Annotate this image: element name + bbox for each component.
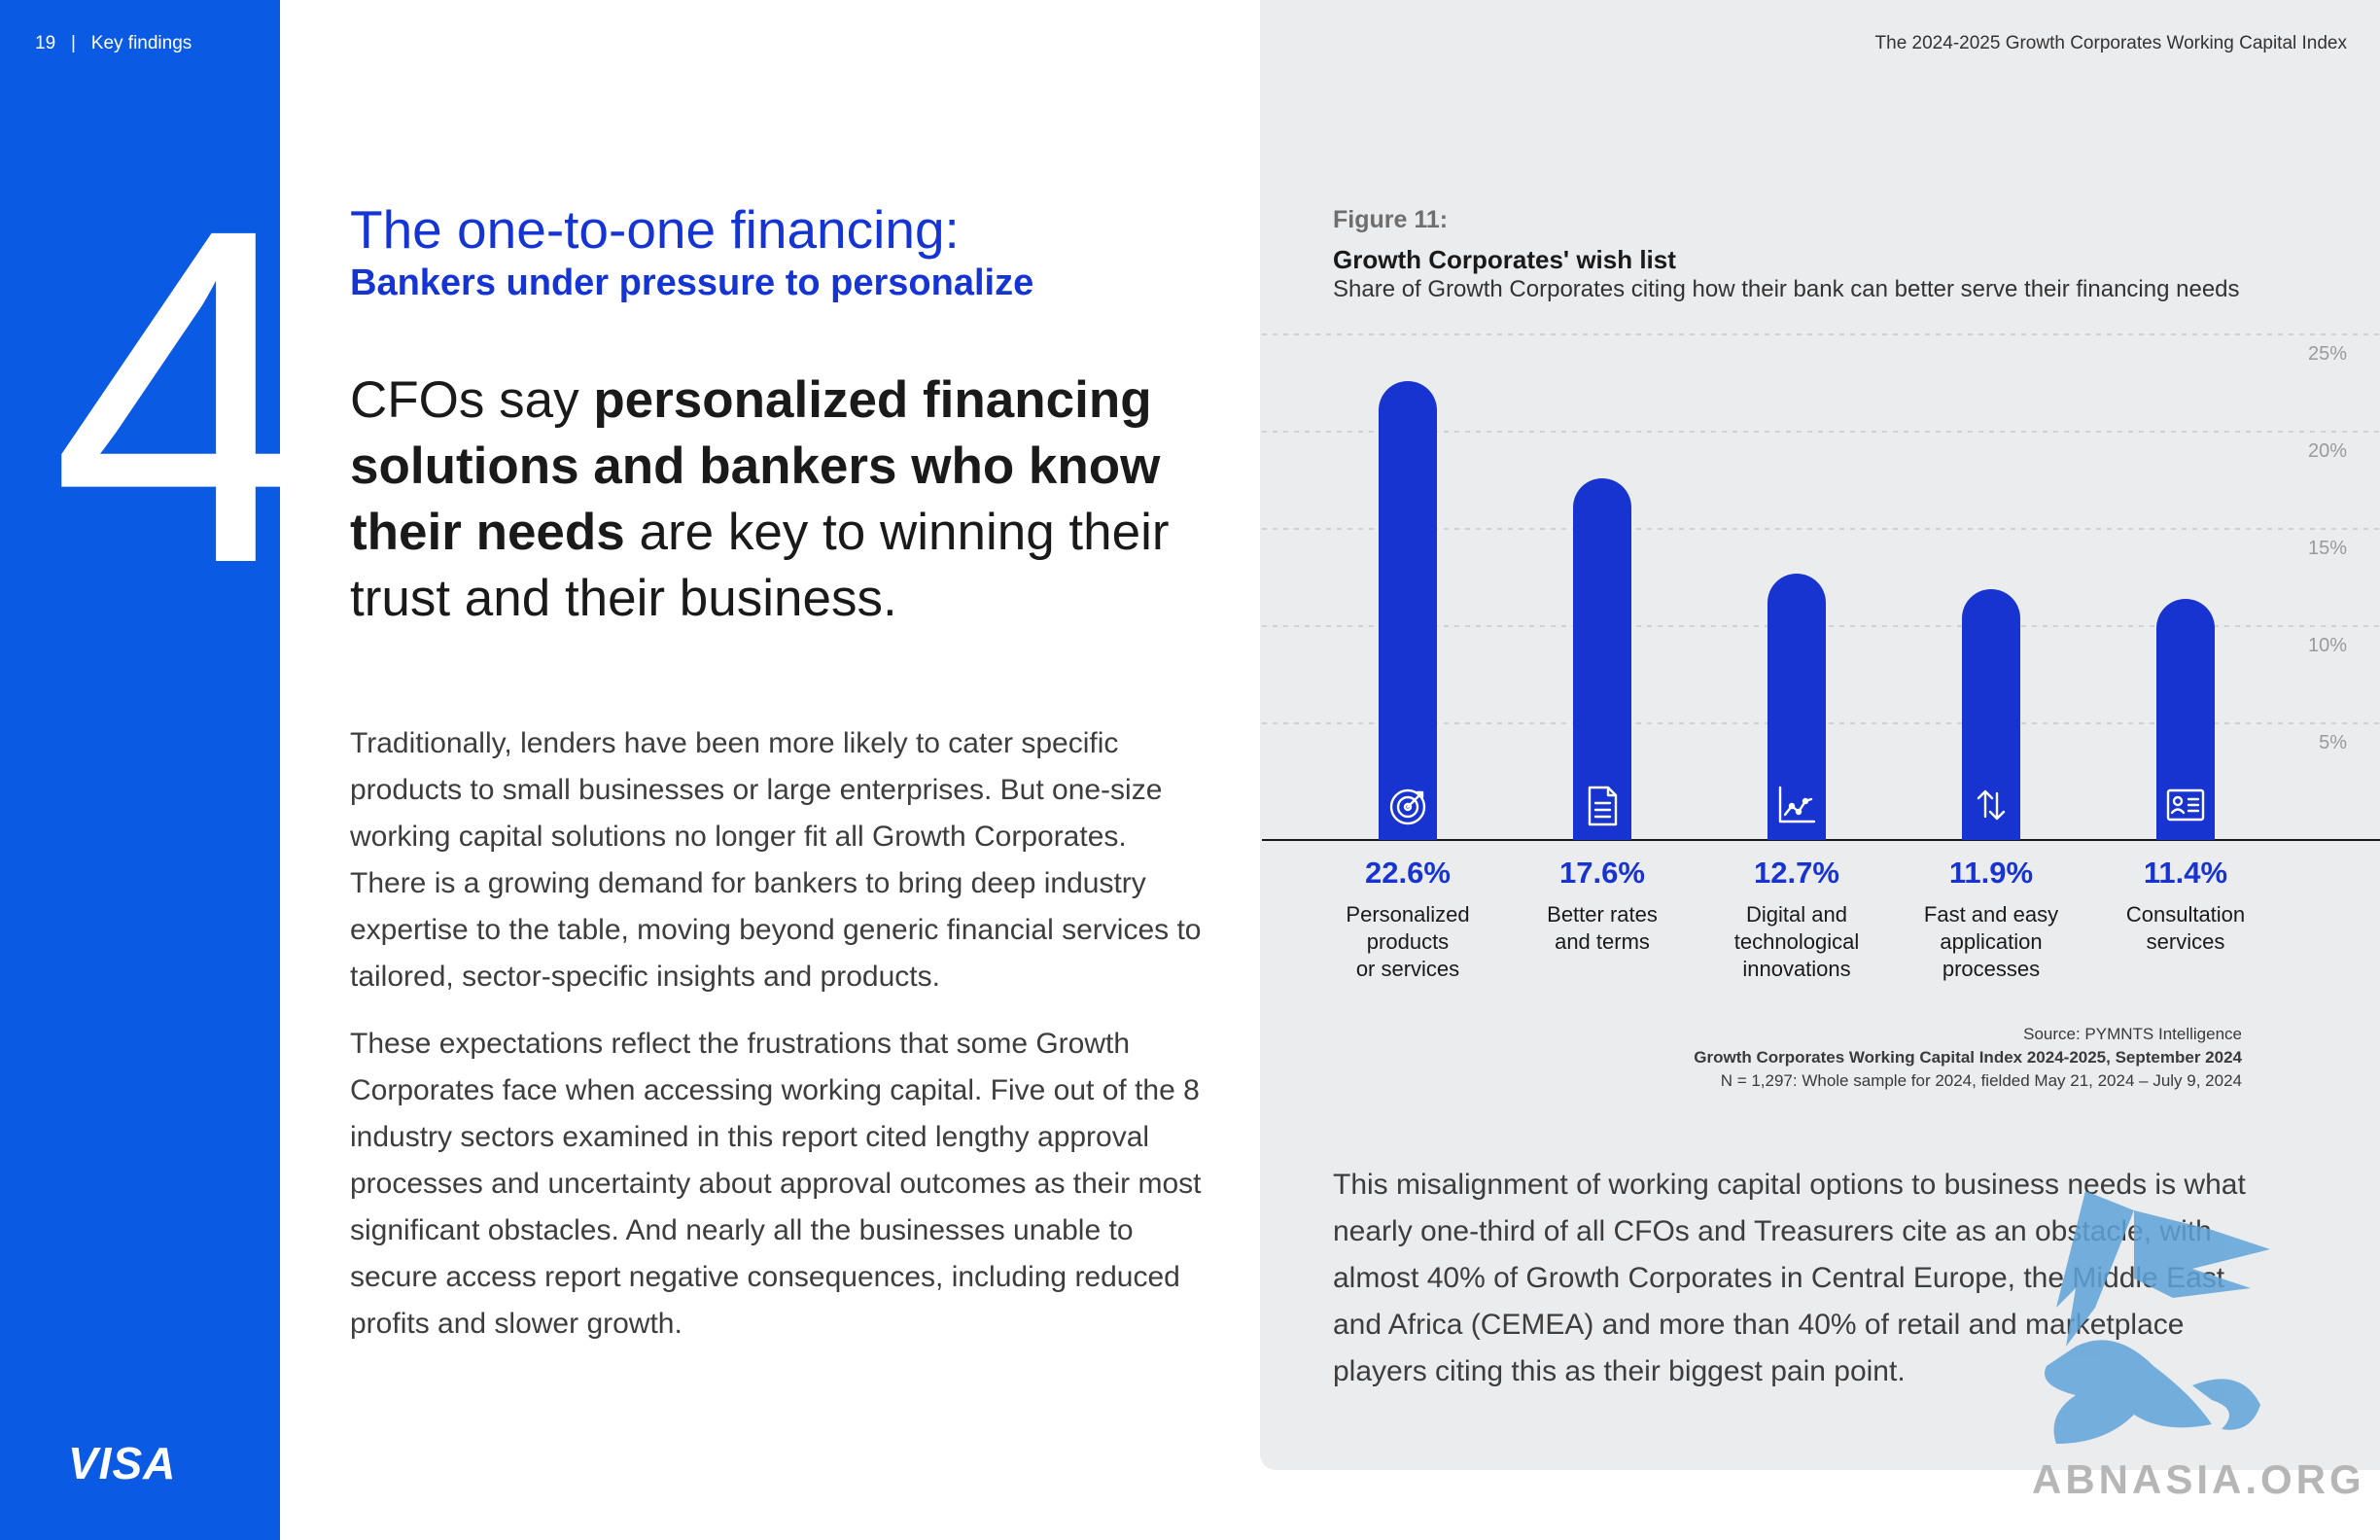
section-subheading: Bankers under pressure to personalize (350, 262, 1034, 303)
report-title: The 2024-2025 Growth Corporates Working … (1874, 33, 2347, 53)
section-heading: The one-to-one financing: (350, 199, 960, 260)
body-paragraph-1: Traditionally, lenders have been more li… (350, 727, 1202, 993)
source-line: Source: PYMNTS Intelligence (2023, 1025, 2242, 1043)
page-number: 19 (35, 33, 56, 53)
pull-quote: CFOs say personalized financing solution… (350, 368, 1206, 632)
pull-quote-bold: personalized financing solutions and ban… (350, 371, 1161, 561)
figure-label: Figure 11: (1333, 206, 1449, 233)
visa-logo: VISA (68, 1438, 177, 1488)
body-paragraph-2: These expectations reflect the frustrati… (350, 1028, 1202, 1340)
section-number: 4 (51, 129, 315, 662)
sidebar: 19 | Key findings 4 VISA (0, 0, 315, 1540)
pull-quote-part1: CFOs say (350, 371, 594, 429)
section-name: Key findings (90, 33, 192, 53)
source-study: Growth Corporates Working Capital Index … (1694, 1048, 2242, 1067)
figure-title: Growth Corporates' wish list (1333, 245, 1676, 274)
watermark-text: ABNASIA.ORG (2032, 1456, 2365, 1502)
source-sample: N = 1,297: Whole sample for 2024, fielde… (1720, 1071, 2242, 1090)
figure-subtitle: Share of Growth Corporates citing how th… (1333, 276, 2240, 302)
watermark-dragon-icon (2045, 1191, 2270, 1444)
page-tag: 19 | Key findings (35, 33, 192, 54)
pull-quote-part2: are key to winning their trust and their… (350, 504, 1170, 627)
separator: | (70, 33, 76, 53)
